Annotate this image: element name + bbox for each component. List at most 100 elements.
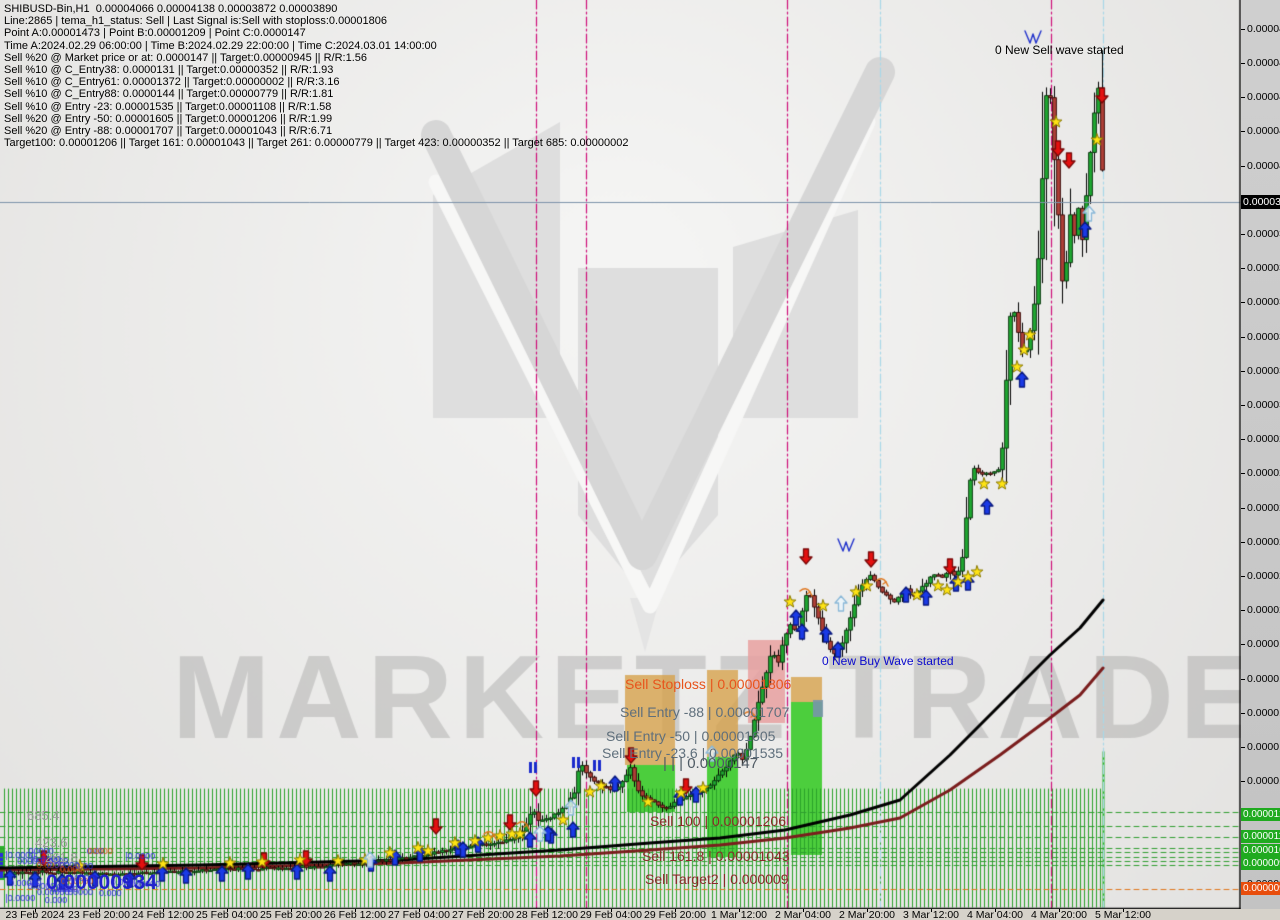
price-tick-label: 0.0000135 [1247,775,1280,787]
time-tick-label: 29 Feb 20:00 [644,909,706,920]
info-line-8: Sell %10 @ C_Entry88: 0.0000144 || Targe… [4,88,334,101]
price-tick-mark [1241,337,1245,338]
time-tick-label: 24 Feb 12:00 [132,909,194,920]
info-line-6: Sell %10 @ C_Entry38: 0.0000131 || Targe… [4,64,334,77]
info-line-1: SHIBUSD-Bin,H1 0.00004066 0.00004138 0.0… [4,3,338,15]
price-tick-mark [1241,542,1245,543]
price-tick-mark [1241,473,1245,474]
time-tick-mark [931,909,932,912]
price-tick-label: 0.000024 [1247,536,1280,548]
level-price-box: 0.0000120 [1241,808,1280,821]
time-tick-mark [675,909,676,912]
price-tick-label: 0.000018 [1247,673,1280,685]
current-price-box: 0.0000389 [1241,195,1280,209]
price-tick-label: 0.0000315 [1247,365,1280,377]
time-tick-mark [163,909,164,912]
price-tick-label: 0.000015 [1247,741,1280,753]
signal-info-panel: SHIBUSD-Bin,H1 0.00004066 0.00004138 0.0… [4,3,629,149]
time-tick-label: 23 Feb 2024 [5,909,65,920]
price-tick-mark [1241,234,1245,235]
price-tick-mark [1241,576,1245,577]
price-axis[interactable]: 0.0000465 0.000045 0.0000435 0.000042 0.0000… [1241,0,1280,909]
time-tick-mark [355,909,356,912]
price-tick-label: 0.000021 [1247,604,1280,616]
price-tick-mark [1241,405,1245,406]
info-line-9: Sell %10 @ Entry -23: 0.00001535 || Targ… [4,100,332,113]
level-price-box: 0.0000110 [1241,830,1280,843]
time-tick-mark [739,909,740,912]
price-tick-mark [1241,63,1245,64]
price-tick-mark [1241,166,1245,167]
time-tick-label: 29 Feb 04:00 [580,909,642,920]
info-line-10: Sell %20 @ Entry -50: 0.00001605 || Targ… [4,112,333,125]
info-line-5: Sell %20 @ Market price or at: 0.0000147… [4,51,367,64]
price-tick-mark [1241,644,1245,645]
time-tick-label: 4 Mar 20:00 [1030,909,1088,920]
time-tick-label: 4 Mar 04:00 [966,909,1024,920]
time-tick-mark [995,909,996,912]
price-tick-label: 0.0000165 [1247,707,1280,719]
level-price-box: 0.0000104 [1241,844,1280,857]
price-tick-mark [1241,508,1245,509]
time-tick-label: 5 Mar 12:00 [1094,909,1152,920]
price-tick-mark [1241,29,1245,30]
time-tick-label: 28 Feb 12:00 [516,909,578,920]
price-tick-mark [1241,439,1245,440]
info-line-3: Point A:0.00001473 | Point B:0.00001209 … [4,27,306,40]
price-tick-label: 0.0000465 [1247,23,1280,35]
info-line-7: Sell %10 @ C_Entry61: 0.00001372 || Targ… [4,76,340,89]
time-tick-label: 25 Feb 20:00 [260,909,322,920]
price-tick-label: 0.0000195 [1247,638,1280,650]
price-tick-mark [1241,713,1245,714]
price-tick-label: 0.0000345 [1247,296,1280,308]
price-tick-mark [1241,97,1245,98]
price-tick-mark [1241,610,1245,611]
price-tick-mark [1241,747,1245,748]
time-tick-label: 3 Mar 12:00 [902,909,960,920]
time-tick-label: 23 Feb 20:00 [68,909,130,920]
price-tick-label: 0.0000255 [1247,502,1280,514]
time-tick-label: 25 Feb 04:00 [196,909,258,920]
time-axis[interactable]: 23 Feb 2024 23 Feb 20:00 24 Feb 12:00 25 Fe… [0,909,1241,920]
level-price-box: 0.0000094 [1241,857,1280,870]
price-tick-mark [1241,781,1245,782]
axis-corner [1241,909,1280,920]
info-line-11: Sell %20 @ Entry -88: 0.00001707 || Targ… [4,125,333,138]
time-tick-mark [35,909,36,912]
time-tick-mark [1123,909,1124,912]
time-tick-mark [483,909,484,912]
price-tick-label: 0.000027 [1247,467,1280,479]
time-tick-label: 26 Feb 12:00 [324,909,386,920]
price-tick-label: 0.0000285 [1247,433,1280,445]
price-tick-mark [1241,268,1245,269]
time-tick-mark [611,909,612,912]
time-tick-mark [803,909,804,912]
info-line-2: Line:2865 | tema_h1_status: Sell | Last … [4,15,388,28]
time-tick-label: 27 Feb 20:00 [452,909,514,920]
time-tick-mark [99,909,100,912]
price-tick-label: 0.00003 [1247,399,1280,411]
time-tick-mark [1059,909,1060,912]
time-tick-label: 1 Mar 12:00 [710,909,768,920]
price-tick-mark [1241,131,1245,132]
price-tick-mark [1241,371,1245,372]
time-tick-label: 2 Mar 20:00 [838,909,896,920]
time-tick-mark [291,909,292,912]
price-tick-label: 0.0000405 [1247,160,1280,172]
time-tick-mark [227,909,228,912]
price-tick-mark [1241,679,1245,680]
info-line-12: Target100: 0.00001206 || Target 161: 0.0… [4,137,629,150]
time-tick-mark [867,909,868,912]
price-tick-label: 0.000045 [1247,57,1280,69]
price-tick-label: 0.0000375 [1247,228,1280,240]
time-tick-mark [547,909,548,912]
price-tick-label: 0.000042 [1247,125,1280,137]
info-line-4: Time A:2024.02.29 06:00:00 | Time B:2024… [4,39,437,52]
price-tick-mark [1241,302,1245,303]
price-tick-label: 0.000033 [1247,331,1280,343]
time-tick-label: 27 Feb 04:00 [388,909,450,920]
price-tick-label: 0.0000225 [1247,570,1280,582]
